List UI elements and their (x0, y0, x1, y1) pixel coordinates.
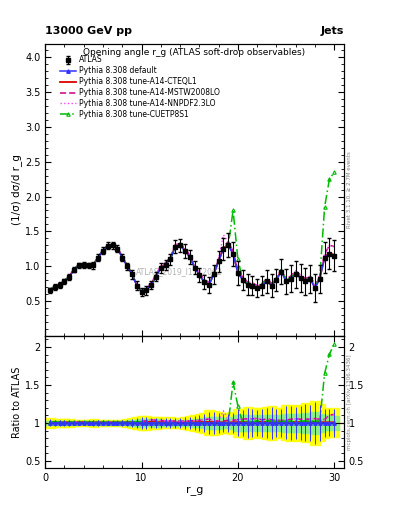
Pythia 8.308 tune-A14-CTEQL1 (125, 262, 129, 268)
Pythia 8.308 tune-A14-NNPDF2.3LO (130, 271, 134, 277)
Pythia 8.308 tune-A14-MSTW2008LO (332, 244, 336, 250)
Y-axis label: (1/σ) dσ/d r_g: (1/σ) dσ/d r_g (11, 154, 22, 225)
Pythia 8.308 tune-CUETP8S1 (149, 282, 154, 288)
Legend: ATLAS, Pythia 8.308 default, Pythia 8.308 tune-A14-CTEQL1, Pythia 8.308 tune-A14: ATLAS, Pythia 8.308 default, Pythia 8.30… (58, 53, 222, 121)
Y-axis label: Ratio to ATLAS: Ratio to ATLAS (12, 367, 22, 438)
Pythia 8.308 tune-CUETP8S1 (120, 254, 125, 260)
Pythia 8.308 tune-A14-CTEQL1 (134, 282, 139, 288)
Pythia 8.308 tune-A14-MSTW2008LO (48, 287, 52, 293)
Pythia 8.308 tune-CUETP8S1 (332, 169, 336, 175)
Pythia 8.308 default (235, 270, 240, 276)
Pythia 8.308 default (48, 287, 52, 293)
Pythia 8.308 default (139, 289, 144, 295)
Pythia 8.308 tune-A14-NNPDF2.3LO (96, 254, 101, 260)
Text: Jets: Jets (321, 26, 344, 36)
Pythia 8.308 tune-CUETP8S1 (130, 271, 134, 277)
Pythia 8.308 tune-A14-MSTW2008LO (144, 286, 149, 292)
Pythia 8.308 tune-A14-MSTW2008LO (130, 271, 134, 277)
Pythia 8.308 tune-A14-CTEQL1 (235, 269, 240, 275)
Pythia 8.308 default (110, 242, 115, 248)
Pythia 8.308 tune-A14-CTEQL1 (110, 242, 115, 248)
Text: 13000 GeV pp: 13000 GeV pp (45, 26, 132, 36)
Line: Pythia 8.308 tune-CUETP8S1: Pythia 8.308 tune-CUETP8S1 (48, 170, 336, 293)
Pythia 8.308 default (149, 282, 154, 288)
Pythia 8.308 tune-A14-CTEQL1 (149, 281, 154, 287)
Pythia 8.308 default (154, 273, 158, 280)
Pythia 8.308 tune-A14-NNPDF2.3LO (144, 286, 149, 292)
Pythia 8.308 tune-A14-MSTW2008LO (139, 288, 144, 294)
Pythia 8.308 tune-A14-NNPDF2.3LO (221, 232, 226, 238)
Line: Pythia 8.308 default: Pythia 8.308 default (48, 244, 336, 293)
Pythia 8.308 default (134, 283, 139, 289)
Text: ATLAS_2019_I1772062: ATLAS_2019_I1772062 (136, 267, 223, 276)
Text: Rivet 3.1.10, ≥ 2.7M events: Rivet 3.1.10, ≥ 2.7M events (347, 151, 352, 228)
Line: Pythia 8.308 tune-A14-NNPDF2.3LO: Pythia 8.308 tune-A14-NNPDF2.3LO (50, 235, 334, 291)
Pythia 8.308 tune-A14-CTEQL1 (48, 287, 52, 293)
Line: Pythia 8.308 tune-A14-MSTW2008LO: Pythia 8.308 tune-A14-MSTW2008LO (50, 242, 334, 291)
Pythia 8.308 tune-A14-CTEQL1 (332, 252, 336, 258)
Pythia 8.308 default (125, 263, 129, 269)
Pythia 8.308 tune-A14-MSTW2008LO (226, 239, 231, 245)
Pythia 8.308 tune-CUETP8S1 (144, 287, 149, 293)
Pythia 8.308 tune-A14-NNPDF2.3LO (120, 254, 125, 260)
Text: mcplots.cern.ch [arXiv:1306.3436]: mcplots.cern.ch [arXiv:1306.3436] (347, 354, 352, 450)
Pythia 8.308 tune-A14-MSTW2008LO (120, 254, 125, 260)
Pythia 8.308 default (332, 252, 336, 259)
Pythia 8.308 tune-A14-CTEQL1 (96, 254, 101, 260)
Pythia 8.308 tune-CUETP8S1 (48, 287, 52, 293)
Pythia 8.308 tune-CUETP8S1 (96, 254, 101, 260)
Pythia 8.308 tune-A14-CTEQL1 (139, 288, 144, 294)
Pythia 8.308 tune-A14-CTEQL1 (154, 273, 158, 279)
Pythia 8.308 tune-A14-NNPDF2.3LO (235, 267, 240, 273)
Text: Opening angle r_g (ATLAS soft-drop observables): Opening angle r_g (ATLAS soft-drop obser… (83, 48, 306, 57)
Pythia 8.308 tune-A14-NNPDF2.3LO (332, 244, 336, 250)
Pythia 8.308 tune-A14-NNPDF2.3LO (48, 287, 52, 293)
Line: Pythia 8.308 tune-A14-CTEQL1: Pythia 8.308 tune-A14-CTEQL1 (50, 245, 334, 291)
Pythia 8.308 tune-A14-NNPDF2.3LO (139, 288, 144, 294)
Pythia 8.308 tune-A14-MSTW2008LO (149, 280, 154, 286)
Pythia 8.308 tune-A14-MSTW2008LO (96, 254, 101, 260)
Pythia 8.308 tune-CUETP8S1 (139, 288, 144, 294)
Pythia 8.308 tune-A14-MSTW2008LO (235, 267, 240, 273)
Pythia 8.308 tune-CUETP8S1 (231, 207, 235, 214)
X-axis label: r_g: r_g (186, 486, 203, 496)
Pythia 8.308 default (96, 254, 101, 261)
Pythia 8.308 tune-A14-NNPDF2.3LO (149, 280, 154, 286)
